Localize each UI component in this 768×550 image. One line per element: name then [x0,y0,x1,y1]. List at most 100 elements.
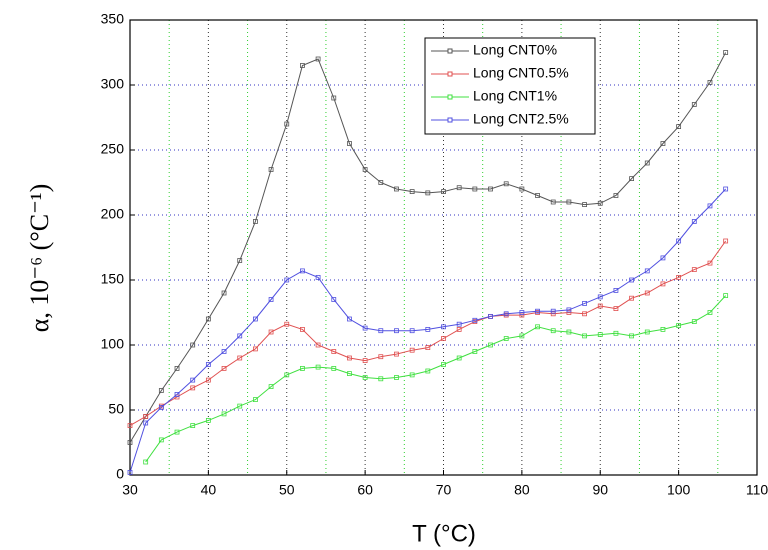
point-marker [456,185,462,191]
point-marker [644,329,650,335]
point-marker [252,346,258,352]
point-marker [597,294,603,300]
point-marker [550,311,556,317]
point-marker [425,368,431,374]
point-marker [535,308,540,314]
point-marker [315,342,321,348]
point-marker [660,281,666,287]
point-marker [268,329,274,335]
x-tick-label: 30 [122,482,138,498]
x-axis-title: T (°C) [412,520,476,547]
point-marker [597,303,603,309]
point-marker [221,290,227,296]
point-marker [535,324,540,330]
point-marker [488,186,493,192]
point-marker [550,308,556,314]
point-marker [519,186,525,192]
point-marker [660,326,666,332]
point-marker [284,321,290,327]
point-marker [582,311,587,317]
point-marker [143,420,149,426]
series-line [129,240,727,427]
point-marker [566,199,572,205]
point-marker [315,364,321,370]
point-marker [237,258,243,263]
x-tick-label: 110 [746,482,768,498]
series-line [129,52,727,443]
point-marker [503,336,509,341]
point-marker [472,186,478,192]
point-marker [707,310,713,315]
point-marker [472,349,478,354]
point-marker [723,238,729,244]
point-marker [268,297,274,302]
point-marker [613,306,619,312]
point-marker [723,186,729,192]
point-marker [378,376,384,382]
point-marker [221,411,227,417]
point-marker [347,141,352,146]
point-marker [362,375,368,380]
y-tick-label: 100 [101,336,125,352]
point-marker [644,290,650,296]
point-marker [503,311,509,317]
point-marker [441,324,446,330]
point-marker [331,297,337,302]
point-marker [503,181,509,187]
point-marker [362,325,368,331]
point-marker [488,313,493,319]
point-marker [629,295,634,301]
point-marker [660,255,666,261]
point-marker [205,316,211,322]
point-marker [582,300,587,306]
point-marker [221,349,227,354]
point-marker [582,202,587,208]
point-marker [284,121,290,127]
legend-label: Long CNT2.5% [473,111,569,127]
point-marker [174,391,180,397]
point-marker [158,404,164,410]
point-marker [237,403,243,409]
point-marker [707,80,713,85]
point-marker [205,377,211,383]
point-marker [300,63,305,68]
point-marker [425,190,431,196]
point-marker [691,102,697,107]
point-marker [550,199,556,205]
point-marker [409,328,415,334]
point-marker [268,167,274,172]
point-marker [127,440,133,445]
point-marker [566,310,572,315]
point-marker [221,365,227,371]
point-marker [597,332,603,338]
point-marker [378,180,384,185]
point-marker [676,238,682,244]
point-marker [676,274,682,280]
point-marker [644,268,650,274]
point-marker [158,437,164,443]
point-marker [300,268,305,274]
point-marker [472,317,478,323]
point-marker [441,189,446,195]
point-marker [519,310,525,315]
legend-label: Long CNT0.5% [473,65,569,81]
legend-box [424,37,596,135]
point-marker [582,333,587,339]
point-marker [158,388,164,393]
point-marker [691,267,697,273]
point-marker [174,365,180,371]
legend-label: Long CNT0% [473,42,557,58]
point-marker [190,377,196,383]
x-tick-label: 40 [201,482,217,498]
point-marker [613,330,619,336]
point-marker [644,160,650,166]
legend-label: Long CNT1% [473,88,557,104]
point-marker [597,200,603,206]
point-marker [409,189,415,195]
point-marker [252,219,258,224]
y-axis-title: α, 10⁻⁶ (°C⁻¹) [25,184,54,332]
point-marker [613,193,619,198]
point-marker [237,333,243,339]
point-marker [315,274,321,280]
x-tick-label: 70 [436,482,452,498]
